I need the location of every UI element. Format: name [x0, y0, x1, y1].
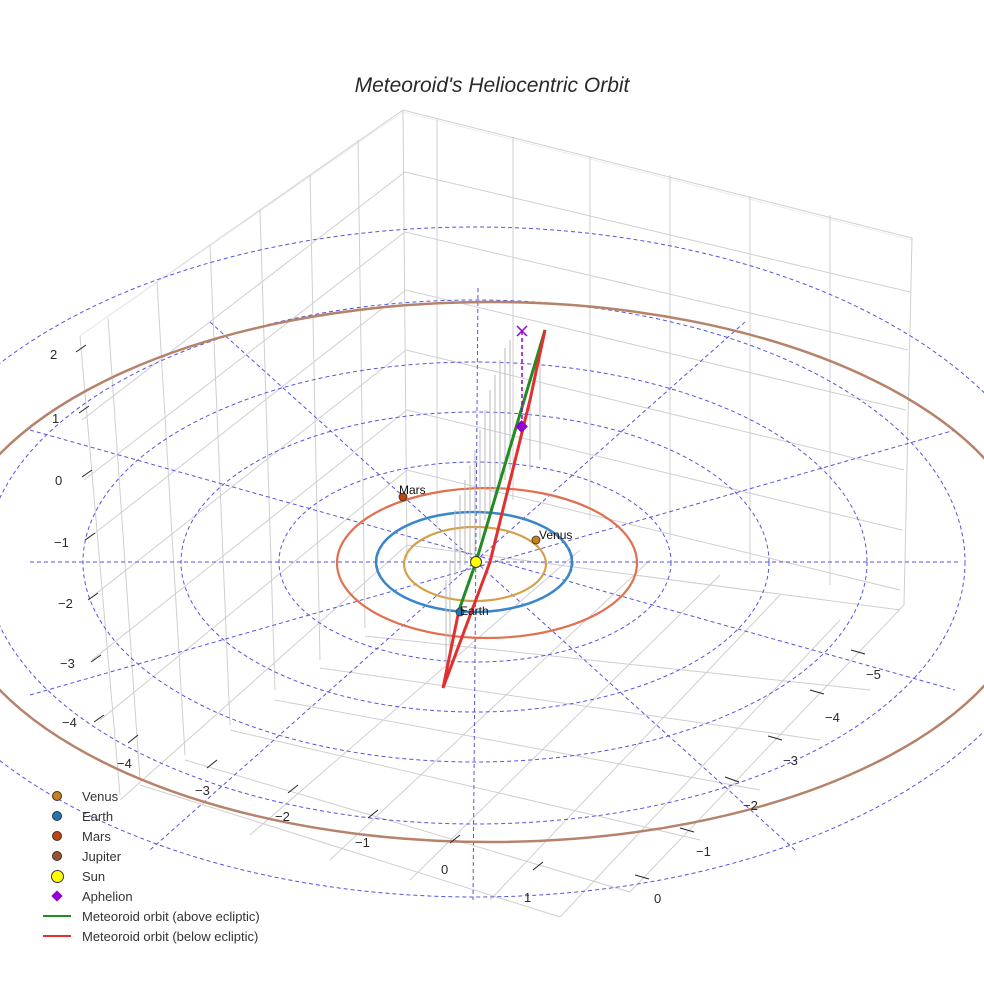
diamond-icon	[51, 890, 63, 902]
mars-label: Mars	[399, 483, 426, 497]
venus-label: Venus	[539, 528, 572, 542]
svg-text:−3: −3	[783, 753, 798, 768]
legend: Venus Earth Mars Jupiter Sun Aphelion Me…	[40, 786, 260, 946]
mars-marker	[398, 492, 408, 502]
svg-text:−3: −3	[195, 783, 210, 798]
mars-orbit	[335, 486, 639, 640]
orbit-above-ecliptic	[457, 329, 547, 611]
planet-orbits	[0, 300, 984, 844]
svg-text:−5: −5	[866, 667, 881, 682]
y-axis-labels: 0 −1 −2 −3 −4 −5	[654, 667, 881, 906]
svg-text:−4: −4	[117, 756, 132, 771]
svg-text:−1: −1	[696, 844, 711, 859]
svg-text:−4: −4	[825, 710, 840, 725]
svg-text:−2: −2	[58, 596, 73, 611]
svg-text:−2: −2	[275, 809, 290, 824]
green-line-icon	[43, 915, 71, 917]
legend-item-orbit-above[interactable]: Meteoroid orbit (above ecliptic)	[40, 906, 260, 926]
legend-item-orbit-below[interactable]: Meteoroid orbit (below ecliptic)	[40, 926, 260, 946]
legend-item-mars[interactable]: Mars	[40, 826, 260, 846]
earth-label: Earth	[460, 604, 489, 618]
jupiter-orbit	[0, 300, 984, 844]
x-axis-labels: −4 −3 −2 −1 0 1	[117, 756, 531, 905]
svg-text:0: 0	[654, 891, 661, 906]
sun-dot-icon	[50, 869, 64, 883]
earth-dot-icon	[52, 811, 62, 821]
svg-text:−4: −4	[62, 715, 77, 730]
legend-item-earth[interactable]: Earth	[40, 806, 260, 826]
orbit-below-ecliptic	[441, 329, 547, 689]
svg-text:1: 1	[524, 890, 531, 905]
sun-marker	[470, 556, 482, 568]
box-grid	[79, 109, 913, 918]
svg-text:−3: −3	[60, 656, 75, 671]
z-axis-labels: 2 1 0 −1 −2 −3 −4	[50, 347, 77, 730]
svg-text:0: 0	[441, 862, 448, 877]
aphelion-projection-x-icon	[516, 325, 528, 337]
reference-rings	[0, 226, 984, 901]
mars-dot-icon	[52, 831, 62, 841]
svg-text:0: 0	[55, 473, 62, 488]
venus-dot-icon	[52, 791, 62, 801]
svg-text:2: 2	[50, 347, 57, 362]
red-line-icon	[43, 935, 71, 937]
legend-item-jupiter[interactable]: Jupiter	[40, 846, 260, 866]
earth-marker	[455, 607, 465, 617]
legend-item-aphelion[interactable]: Aphelion	[40, 886, 260, 906]
earth-orbit	[374, 510, 574, 614]
svg-text:−1: −1	[54, 535, 69, 550]
svg-text:−2: −2	[743, 798, 758, 813]
tick-marks	[75, 344, 866, 880]
legend-item-venus[interactable]: Venus	[40, 786, 260, 806]
chart-title: Meteoroid's Heliocentric Orbit	[354, 74, 630, 97]
jupiter-dot-icon	[52, 851, 62, 861]
legend-item-sun[interactable]: Sun	[40, 866, 260, 886]
planets: Mars Venus Earth	[398, 483, 572, 618]
svg-text:1: 1	[52, 411, 59, 426]
venus-marker	[531, 535, 541, 545]
svg-text:−1: −1	[355, 835, 370, 850]
